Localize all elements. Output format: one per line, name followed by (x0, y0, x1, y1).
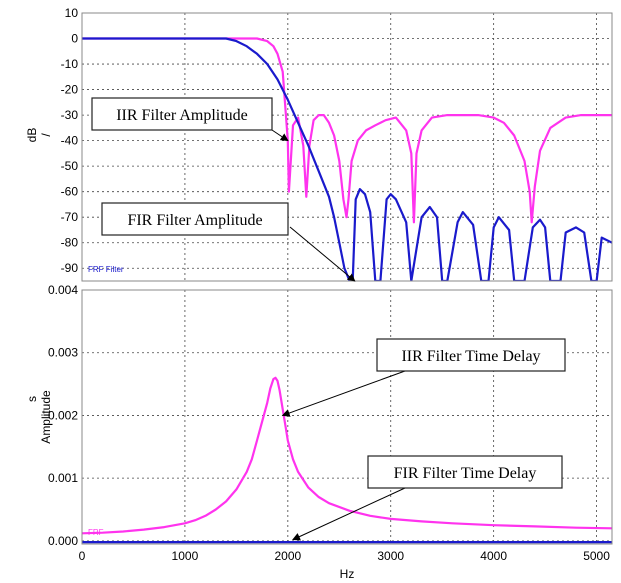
y-axis-unit: s (25, 396, 39, 402)
callout-box (367, 455, 563, 489)
y-tick-label: 0.001 (48, 471, 78, 485)
x-tick-label: 5000 (583, 549, 610, 563)
callout-box (101, 202, 289, 236)
callouts: IIR Filter Amplitude FIR Filter Amplitude… (91, 97, 566, 541)
time-delay-plot: 0.000 0.001 0.002 0.003 0.004 FRF s Amplitude 0 1… (25, 283, 613, 581)
y-axis-unit: dB (25, 128, 39, 143)
y-axis-label: Amplitude (39, 390, 53, 444)
y-tick-label: -20 (61, 83, 79, 97)
callout-box (91, 97, 273, 131)
y-axis-label: / (39, 133, 53, 137)
plot-frame (81, 289, 613, 545)
callout-text: IIR Filter Amplitude (116, 107, 248, 124)
series-line-iir-filter-amplitude (82, 37, 612, 224)
y-tick-label: -90 (61, 261, 79, 275)
y-tick-label: -80 (61, 236, 79, 250)
callout-box (376, 338, 566, 372)
x-tick-label: 4000 (480, 549, 507, 563)
y-tick-label: -50 (61, 159, 79, 173)
y-tick-label: -40 (61, 134, 79, 148)
legend-label: FRF Filter (88, 265, 124, 274)
x-tick-label: 0 (79, 549, 86, 563)
y-tick-label: 0.000 (48, 534, 78, 548)
callout-arrow (271, 129, 289, 142)
series-group (82, 37, 612, 281)
x-axis-label: Hz (340, 567, 355, 581)
y-tick-label: 0.002 (48, 408, 78, 422)
y-tick-label: 0 (71, 32, 78, 46)
y-tick-label: 0.003 (48, 346, 78, 360)
callout-text: IIR Filter Time Delay (401, 348, 540, 365)
y-tick-label: 10 (65, 6, 79, 20)
legend-label: FRF (88, 528, 104, 537)
y-tick-label: -30 (61, 108, 79, 122)
x-tick-label: 3000 (377, 549, 404, 563)
x-tick-label: 1000 (172, 549, 199, 563)
amplitude-plot: 10 0 -10 -20 -30 -40 -50 -60 -70 -80 -90 FRF Filter… (25, 6, 613, 282)
callout-arrow (289, 226, 356, 282)
plot-frame (81, 12, 613, 282)
series-line-iir-filter-time-delay (82, 376, 612, 535)
callout-arrow (292, 487, 406, 541)
callout-text: FIR Filter Amplitude (127, 212, 262, 229)
y-tick-label: -60 (61, 185, 79, 199)
y-tick-label: 0.004 (48, 283, 78, 297)
callout-arrow (281, 370, 406, 417)
series-group (82, 376, 612, 544)
y-tick-label: -10 (61, 57, 79, 71)
y-tick-label: -70 (61, 210, 79, 224)
series-line-fir-filter-amplitude (82, 37, 612, 281)
callout-text: FIR Filter Time Delay (394, 465, 537, 482)
x-tick-label: 2000 (274, 549, 301, 563)
